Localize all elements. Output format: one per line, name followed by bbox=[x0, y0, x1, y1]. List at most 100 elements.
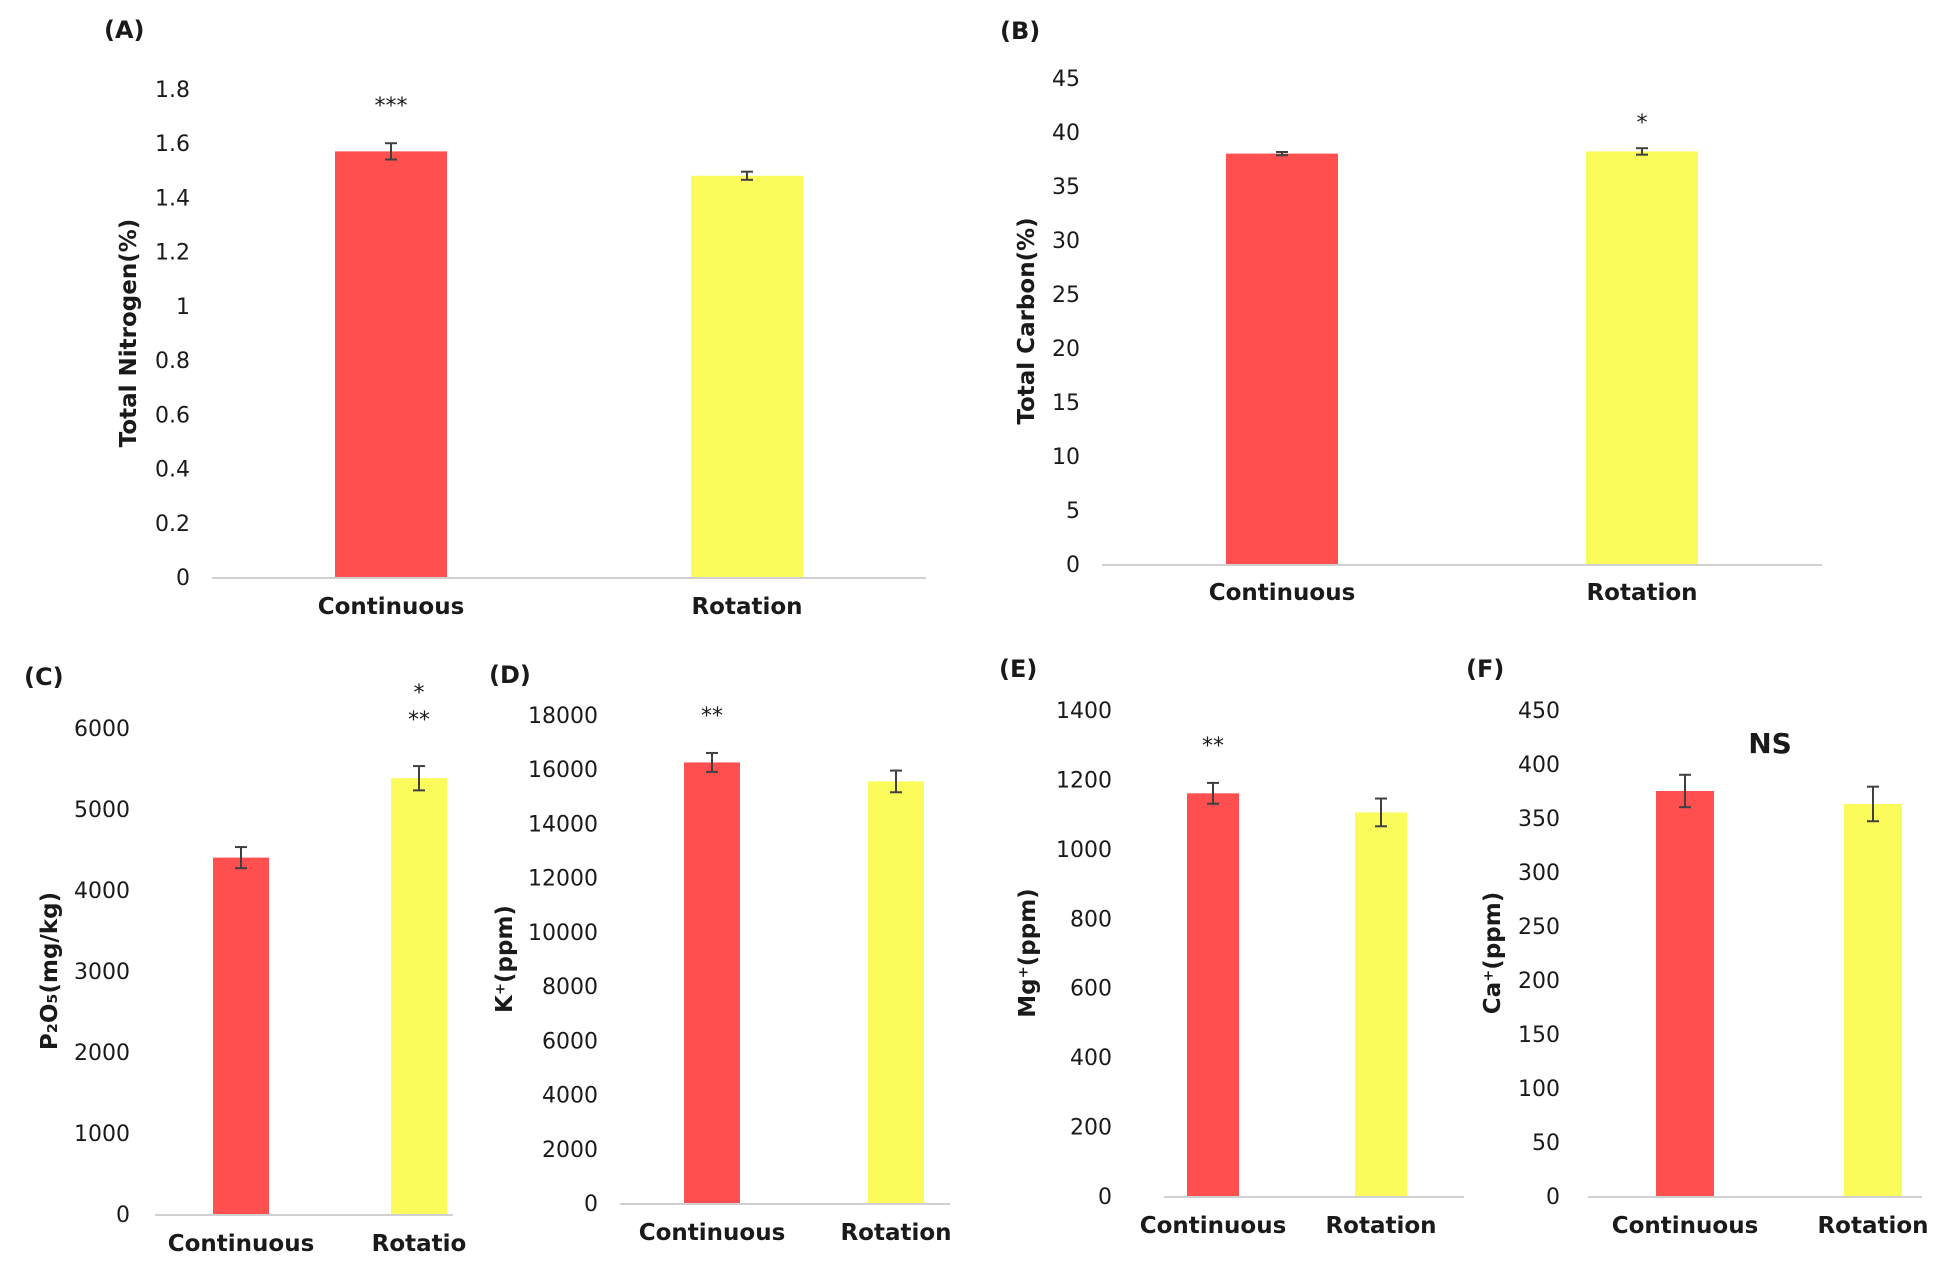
y-tick-label: 4000 bbox=[74, 879, 130, 904]
y-tick-label: 1400 bbox=[1056, 699, 1112, 724]
y-tick-label: 14000 bbox=[528, 812, 598, 837]
bar-continuous bbox=[1187, 793, 1239, 1196]
x-category-label: Continuous bbox=[318, 594, 465, 620]
y-tick-label: 1200 bbox=[1056, 768, 1112, 793]
chart-panel-5: (E) 0 200 400 600 800 1000 1200 1400 Mg⁺(ppm) Cont… bbox=[999, 655, 1464, 1239]
bar-continuous bbox=[213, 857, 269, 1214]
significance-marker: ** bbox=[701, 704, 723, 729]
y-tick-label: 0.6 bbox=[155, 403, 190, 428]
significance-marker: * bbox=[1637, 111, 1648, 136]
y-tick-label: 350 bbox=[1518, 807, 1560, 832]
bar-continuous bbox=[335, 151, 447, 577]
y-tick-label: 0 bbox=[1546, 1185, 1560, 1210]
x-category-label: Rotation bbox=[691, 594, 802, 620]
significance-marker: * bbox=[414, 681, 425, 706]
y-axis-label: Ca⁺(ppm) bbox=[1480, 892, 1506, 1014]
error-bar bbox=[235, 846, 247, 870]
error-bar bbox=[890, 769, 902, 794]
significance-marker: *** bbox=[375, 94, 408, 119]
x-category-label: Rotation bbox=[840, 1220, 951, 1246]
x-category-label: Rotation bbox=[1325, 1213, 1436, 1239]
bar-rotation bbox=[1355, 812, 1407, 1196]
x-category-label: Continuous bbox=[1209, 580, 1356, 606]
y-tick-label: 0 bbox=[116, 1203, 130, 1228]
y-tick-label: 10000 bbox=[528, 921, 598, 946]
y-tick-label: 15 bbox=[1052, 391, 1080, 416]
y-tick-label: 200 bbox=[1518, 969, 1560, 994]
bar-continuous bbox=[1226, 153, 1338, 564]
error-bar bbox=[413, 765, 425, 792]
panel-label: (E) bbox=[999, 655, 1037, 683]
significance-marker: NS bbox=[1748, 727, 1792, 760]
y-tick-label: 1 bbox=[176, 295, 190, 320]
y-tick-label: 150 bbox=[1518, 1023, 1560, 1048]
y-tick-label: 0 bbox=[1098, 1185, 1112, 1210]
y-tick-label: 50 bbox=[1532, 1131, 1560, 1156]
bar-continuous bbox=[684, 762, 740, 1203]
panel-label: (F) bbox=[1466, 655, 1504, 683]
y-tick-label: 0 bbox=[1066, 553, 1080, 578]
y-tick-label: 45 bbox=[1052, 67, 1080, 92]
y-tick-label: 0.2 bbox=[155, 512, 190, 537]
bar-rotation bbox=[868, 781, 924, 1203]
error-bar bbox=[1207, 781, 1219, 805]
x-category-label: Continuous bbox=[168, 1231, 315, 1257]
y-tick-label: 5 bbox=[1066, 499, 1080, 524]
y-tick-label: 1000 bbox=[74, 1122, 130, 1147]
y-tick-label: 2000 bbox=[74, 1041, 130, 1066]
bar-rotation bbox=[691, 175, 803, 577]
y-tick-label: 5000 bbox=[74, 798, 130, 823]
y-tick-label: 35 bbox=[1052, 175, 1080, 200]
y-axis-label: Total Nitrogen(%) bbox=[116, 219, 142, 448]
y-tick-label: 10 bbox=[1052, 445, 1080, 470]
y-tick-label: 2000 bbox=[542, 1138, 598, 1163]
x-category-label: Rotation bbox=[1817, 1213, 1928, 1239]
x-category-label: Continuous bbox=[1140, 1213, 1287, 1239]
significance-marker: ** bbox=[1202, 734, 1224, 759]
y-axis-label: Total Carbon(%) bbox=[1014, 217, 1040, 424]
bar-continuous bbox=[1656, 791, 1714, 1196]
error-bar bbox=[1375, 797, 1387, 828]
y-tick-label: 100 bbox=[1518, 1077, 1560, 1102]
error-bar bbox=[741, 170, 753, 181]
y-tick-label: 12000 bbox=[528, 867, 598, 892]
y-tick-label: 1.8 bbox=[155, 78, 190, 103]
y-axis-label: K⁺(ppm) bbox=[492, 905, 518, 1013]
x-category-label: Rotatio bbox=[372, 1231, 467, 1257]
error-bar bbox=[706, 751, 718, 773]
panel-label: (C) bbox=[24, 663, 64, 691]
chart-panel-2: (B) 0 5 10 15 20 25 30 35 40 45 Total Carbon(%) Cont… bbox=[1000, 17, 1822, 606]
chart-panel-6: (F) 0 50 100 150 200 250 300 350 400 450 Ca⁺(ppm) Co… bbox=[1466, 655, 1929, 1239]
y-tick-label: 1.6 bbox=[155, 132, 190, 157]
panel-label: (D) bbox=[489, 661, 531, 689]
error-bar bbox=[1636, 147, 1648, 156]
error-bar bbox=[1867, 785, 1879, 823]
x-category-label: Continuous bbox=[639, 1220, 786, 1246]
y-tick-label: 450 bbox=[1518, 699, 1560, 724]
x-category-label: Continuous bbox=[1612, 1213, 1759, 1239]
error-bar bbox=[1276, 150, 1288, 157]
chart-panel-3: (C) 0 1000 2000 3000 4000 5000 6000 P₂O₅(mg/kg) C… bbox=[24, 663, 466, 1257]
error-bar bbox=[1679, 773, 1691, 809]
y-tick-label: 30 bbox=[1052, 229, 1080, 254]
y-tick-label: 300 bbox=[1518, 861, 1560, 886]
y-tick-label: 200 bbox=[1070, 1116, 1112, 1141]
y-tick-label: 600 bbox=[1070, 977, 1112, 1002]
y-tick-label: 400 bbox=[1070, 1046, 1112, 1071]
y-tick-label: 1000 bbox=[1056, 838, 1112, 863]
y-axis-label: Mg⁺(ppm) bbox=[1015, 888, 1041, 1017]
error-bar bbox=[385, 142, 397, 161]
y-tick-label: 800 bbox=[1070, 907, 1112, 932]
y-tick-label: 250 bbox=[1518, 915, 1560, 940]
y-tick-label: 0.4 bbox=[155, 458, 190, 483]
bar-rotation bbox=[1586, 151, 1698, 564]
x-category-label: Rotation bbox=[1586, 580, 1697, 606]
y-axis-label: P₂O₅(mg/kg) bbox=[37, 892, 63, 1050]
significance-marker: ** bbox=[408, 708, 430, 733]
y-tick-label: 400 bbox=[1518, 753, 1560, 778]
panel-label: (A) bbox=[104, 16, 145, 44]
panel-label: (B) bbox=[1000, 17, 1040, 45]
bar-rotatio bbox=[391, 778, 447, 1214]
y-tick-label: 20 bbox=[1052, 337, 1080, 362]
